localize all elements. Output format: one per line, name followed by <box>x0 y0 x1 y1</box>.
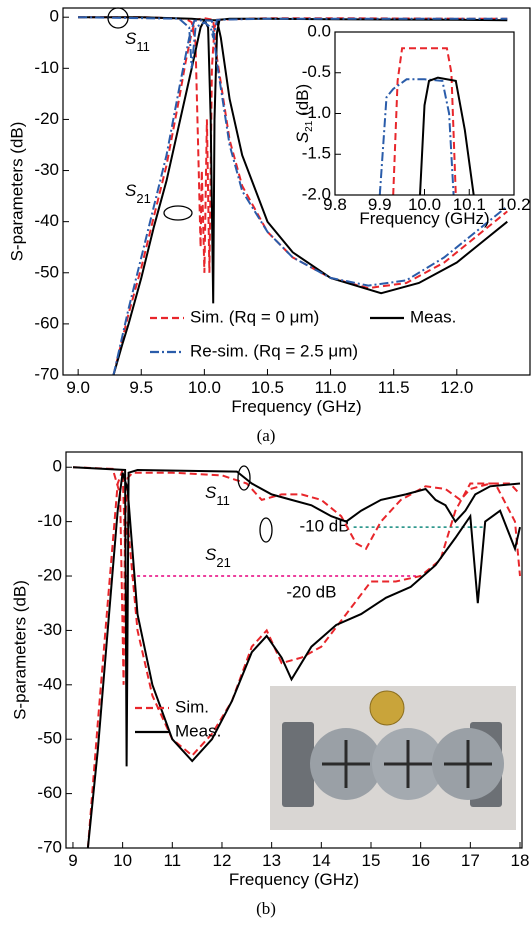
reference-label: -10 dB <box>300 517 350 536</box>
x-tick-label: 10 <box>113 851 132 870</box>
x-axis-title: Frequency (GHz) <box>229 870 359 889</box>
y-axis-title: S-parameters (dB) <box>8 122 27 262</box>
y-axis-title: S21 (dB) <box>293 84 315 143</box>
chart: 9.0 9.5 10.0 10.5 11.0 11.5 12.0 0 -10 -20 -30 -40 -… <box>8 7 531 445</box>
y-tick-label: -70 <box>37 837 62 856</box>
x-tick-label: 10.1 <box>453 195 486 214</box>
annotation-oval <box>163 205 193 221</box>
x-tick-label: 17 <box>461 851 480 870</box>
x-axis-title: Frequency (GHz) <box>359 209 489 228</box>
annotation-main: S <box>205 545 217 564</box>
x-tick-label: 9.9 <box>368 195 392 214</box>
y-tick-label: 0 <box>50 7 59 26</box>
y-axis-title-sub: 21 <box>304 120 315 132</box>
x-tick-label: 14 <box>312 851 331 870</box>
y-tick-label: -30 <box>37 620 62 639</box>
annotation-oval <box>107 7 129 29</box>
y-tick-label: -30 <box>34 160 59 179</box>
annotation-oval <box>259 517 273 543</box>
x-tick-label: 13 <box>262 851 281 870</box>
legend-label: Re-sim. (Rq = 2.5 μm) <box>190 341 358 360</box>
plot-frame <box>334 31 515 196</box>
annotation-oval <box>237 465 251 491</box>
x-tick-label: 11 <box>163 851 181 870</box>
y-tick-label: -40 <box>34 211 59 230</box>
x-tick-label: 11.0 <box>315 378 347 397</box>
annotation: S21 <box>125 181 151 205</box>
plot-frame <box>62 7 531 376</box>
legend-label: Sim. (Rq = 0 μm) <box>190 307 319 326</box>
annotation-sub: 11 <box>216 493 230 508</box>
photo <box>270 686 516 830</box>
y-tick-label: -2.0 <box>302 184 331 203</box>
annotation-main: S <box>125 181 137 200</box>
x-tick-label: 18 <box>511 851 530 870</box>
plot <box>72 466 521 848</box>
legend-label: Meas. <box>410 307 456 326</box>
series-line <box>378 78 455 195</box>
series-line <box>78 16 508 375</box>
y-tick-label: -1.0 <box>302 103 331 122</box>
x-tick-label: 10.5 <box>251 378 284 397</box>
series-line <box>78 16 508 375</box>
y-axis-title: S-parameters (dB) <box>11 580 30 720</box>
x-tick-label: 9 <box>68 851 77 870</box>
series-line <box>392 47 457 195</box>
legend-label: Meas. <box>175 721 221 740</box>
y-axis-title-rest: (dB) <box>293 84 312 121</box>
y-tick-label: -20 <box>34 109 59 128</box>
y-tick-label: 0.0 <box>307 21 331 40</box>
y-tick-label: -10 <box>34 58 59 77</box>
x-tick-label: 9.5 <box>129 378 153 397</box>
caption: (a) <box>257 426 276 445</box>
annotation-main: S <box>205 483 217 502</box>
annotation-main: S <box>125 29 137 48</box>
plot-frame <box>65 451 523 849</box>
reference-label: -20 dB <box>286 583 336 602</box>
series-line <box>72 466 521 848</box>
x-tick-label: 10.0 <box>408 195 441 214</box>
series-line <box>72 466 521 848</box>
x-tick-label: 10.0 <box>188 378 221 397</box>
caption: (b) <box>256 899 276 918</box>
series-line <box>419 76 475 195</box>
y-tick-label: -60 <box>34 313 59 332</box>
y-axis-title-main: S <box>293 131 312 143</box>
x-tick-label: 11.5 <box>378 378 410 397</box>
annotation: S21 <box>205 545 231 569</box>
plot <box>78 16 508 375</box>
y-tick-label: -1.5 <box>302 144 331 163</box>
x-tick-label: 16 <box>411 851 430 870</box>
chart: 9 10 11 12 13 14 15 16 17 18 0 -10 -20 -30 -40 -50 -60 -7… <box>11 451 530 918</box>
annotation-sub: 11 <box>136 39 150 54</box>
x-tick-label: 9.8 <box>323 195 347 214</box>
x-tick-label: 9.0 <box>66 378 90 397</box>
annotation: S11 <box>125 29 150 53</box>
y-tick-label: 0 <box>53 457 62 476</box>
chart: 9.8 9.9 10.0 10.1 10.2 0.0 -0.5 -1.0 -1.5 -2.0 Fre… <box>293 21 530 228</box>
y-tick-label: -50 <box>34 262 59 281</box>
y-tick-label: -70 <box>34 364 59 383</box>
x-tick-label: 12.0 <box>440 378 473 397</box>
legend-label: Sim. <box>175 697 209 716</box>
annotation: S11 <box>205 483 230 507</box>
y-tick-label: -20 <box>37 566 62 585</box>
y-tick-label: -0.5 <box>302 62 331 81</box>
y-tick-label: -40 <box>37 674 62 693</box>
y-tick-label: -60 <box>37 783 62 802</box>
x-axis-title: Frequency (GHz) <box>231 397 361 416</box>
plot <box>378 47 475 195</box>
annotation-sub: 21 <box>216 555 230 570</box>
y-tick-label: -50 <box>37 729 62 748</box>
annotation-sub: 21 <box>136 191 150 206</box>
x-tick-label: 12 <box>213 851 232 870</box>
y-tick-label: -10 <box>37 511 62 530</box>
x-tick-label: 15 <box>362 851 381 870</box>
x-tick-label: 10.2 <box>497 195 530 214</box>
